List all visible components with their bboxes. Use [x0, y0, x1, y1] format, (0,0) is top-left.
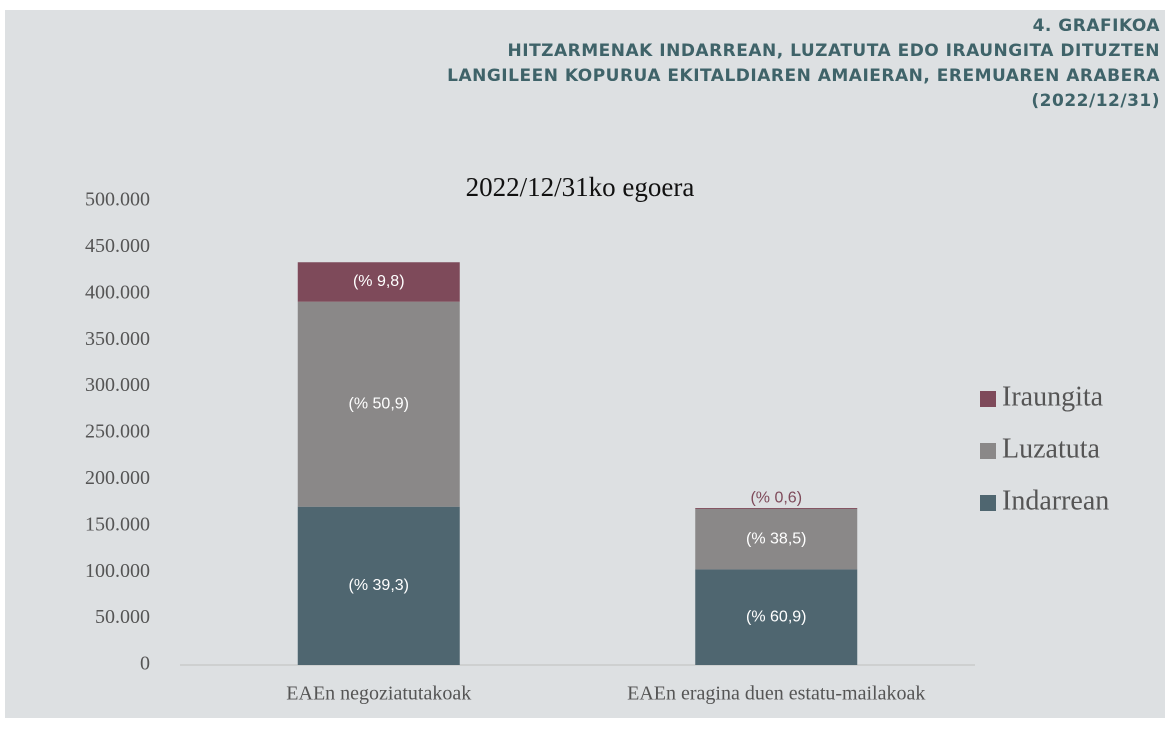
y-tick-label: 200.000 [85, 467, 150, 489]
bar-segment [297, 262, 460, 302]
y-tick-label: 300.000 [85, 374, 150, 396]
data-label: (% 60,9) [746, 608, 806, 625]
header-title: HITZARMENAK INDARREAN, LUZATUTA EDO IRAU… [508, 41, 1160, 61]
header-title: LANGILEEN KOPURUA EKITALDIAREN AMAIERAN,… [447, 66, 1160, 86]
x-tick-label: EAEn negoziatutakoak [286, 683, 471, 705]
y-tick-label: 400.000 [85, 281, 150, 303]
y-tick-label: 450.000 [85, 235, 150, 257]
data-label: (% 50,9) [349, 395, 409, 412]
bar-segment [695, 508, 858, 510]
x-tick-label: EAEn eragina duen estatu-mailakoak [627, 683, 925, 705]
legend-label: Indarrean [1002, 485, 1109, 516]
y-tick-label: 500.000 [85, 189, 150, 211]
bar-segment [695, 509, 858, 570]
legend-swatch [980, 391, 996, 407]
chart-title: 2022/12/31ko egoera [466, 172, 695, 202]
bar-segment [695, 569, 858, 665]
y-tick-label: 100.000 [85, 560, 150, 582]
legend-label: Luzatuta [1002, 433, 1101, 464]
data-label: (% 38,5) [746, 530, 806, 547]
panel [5, 10, 1165, 718]
y-tick-label: 150.000 [85, 513, 150, 535]
data-label: (% 39,3) [349, 577, 409, 594]
bar-segment [297, 301, 460, 507]
legend-swatch [980, 495, 996, 511]
data-label: (% 9,8) [353, 273, 405, 290]
header-label: 4. GRAFIKOA [1033, 16, 1161, 36]
legend-swatch [980, 443, 996, 459]
header-title: (2022/12/31) [1031, 91, 1160, 111]
y-tick-label: 50.000 [95, 606, 150, 628]
y-tick-label: 0 [140, 653, 150, 675]
y-tick-label: 250.000 [85, 421, 150, 443]
y-tick-label: 350.000 [85, 328, 150, 350]
data-label: (% 0,6) [750, 489, 802, 506]
legend-label: Iraungita [1002, 381, 1104, 412]
bar-segment [297, 506, 460, 665]
